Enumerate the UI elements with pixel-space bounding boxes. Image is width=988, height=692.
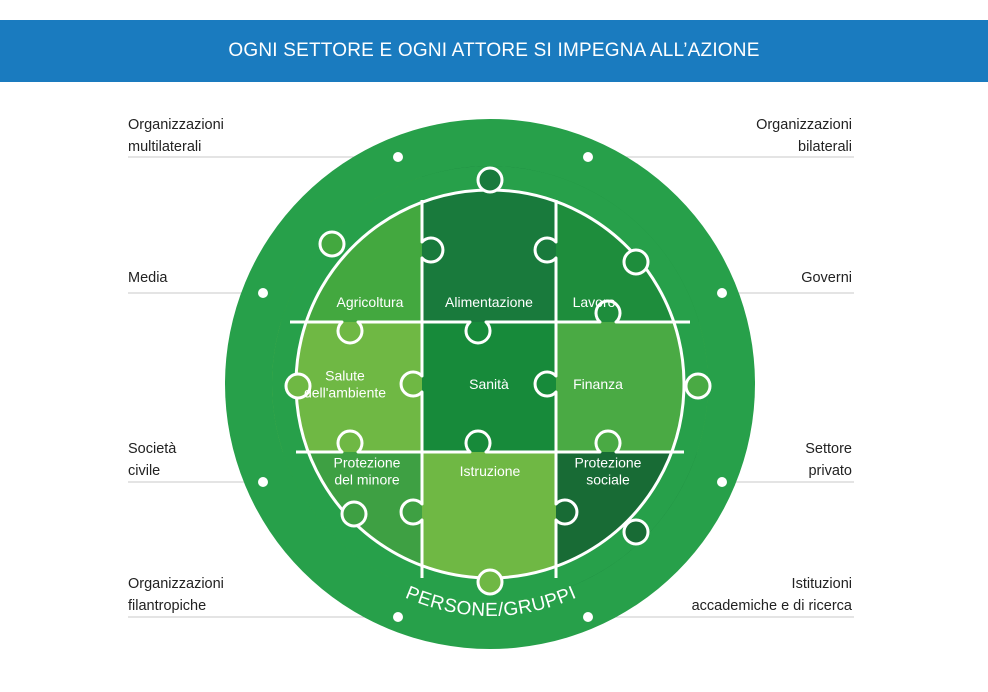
actor-label-line: privato bbox=[808, 463, 852, 479]
page-title: OGNI SETTORE E OGNI ATTORE SI IMPEGNA AL… bbox=[228, 40, 760, 61]
actor-settore-privato: Settore privato bbox=[805, 438, 852, 482]
actor-label-line: Organizzazioni bbox=[128, 117, 224, 133]
puzzle-tab bbox=[622, 518, 650, 546]
label-finanza: Finanza bbox=[573, 376, 623, 392]
label-protezione-minore: Protezione del minore bbox=[334, 455, 401, 488]
puzzle-tab bbox=[476, 568, 504, 596]
puzzle-tab bbox=[340, 500, 368, 528]
puzzle-tab bbox=[318, 230, 346, 258]
piece-sanita bbox=[422, 322, 556, 452]
piece-label-line: Sanità bbox=[469, 376, 509, 392]
actor-label-line: Organizzazioni bbox=[128, 576, 224, 592]
actor-istituzioni: Istituzioni accademiche e di ricerca bbox=[692, 573, 852, 617]
connector-lines bbox=[128, 156, 854, 618]
puzzle-line bbox=[296, 429, 684, 454]
ring-dot bbox=[583, 612, 593, 622]
actor-label-line: Istituzioni bbox=[791, 576, 852, 592]
actor-multilaterali: Organizzazioni multilaterali bbox=[128, 114, 224, 158]
puzzle-tabs bbox=[284, 166, 712, 596]
header-banner: OGNI SETTORE E OGNI ATTORE SI IMPEGNA AL… bbox=[0, 20, 988, 82]
ring-dot bbox=[393, 152, 403, 162]
actor-label-line: accademiche e di ricerca bbox=[691, 598, 852, 614]
ring-dot bbox=[393, 612, 403, 622]
actor-label-line: Settore bbox=[805, 441, 852, 457]
puzzle-tab bbox=[476, 166, 504, 194]
puzzle-line bbox=[533, 200, 579, 578]
puzzle-line bbox=[399, 200, 445, 578]
actor-label-line: Società bbox=[128, 441, 177, 457]
actor-governi: Governi bbox=[801, 267, 852, 289]
piece-label-line: Agricoltura bbox=[337, 294, 404, 310]
label-sanita: Sanità bbox=[469, 376, 509, 392]
label-istruzione: Istruzione bbox=[460, 463, 521, 479]
actor-label-line: Media bbox=[128, 270, 168, 286]
actor-bilaterali: Organizzazioni bilaterali bbox=[756, 114, 852, 158]
label-alimentazione: Alimentazione bbox=[445, 294, 533, 310]
actor-label-line: civile bbox=[128, 463, 161, 479]
label-protezione-sociale: Protezione sociale bbox=[575, 455, 642, 488]
ring-dot bbox=[717, 288, 727, 298]
actor-label-line: bilaterali bbox=[798, 139, 852, 155]
actor-label-line: filantropiche bbox=[128, 598, 207, 614]
piece-label-line: Lavoro bbox=[573, 294, 616, 310]
puzzle-line bbox=[290, 299, 690, 345]
piece-label-line: Istruzione bbox=[460, 463, 521, 479]
piece-labels: Agricoltura Alimentazione Lavoro Salute d… bbox=[304, 294, 642, 488]
piece-label-line: del minore bbox=[334, 472, 400, 488]
ring-dot bbox=[583, 152, 593, 162]
piece-label-line: Finanza bbox=[573, 376, 623, 392]
label-lavoro: Lavoro bbox=[573, 294, 616, 310]
label-agricoltura: Agricoltura bbox=[337, 294, 404, 310]
actor-label-line: Organizzazioni bbox=[756, 117, 852, 133]
puzzle-tab bbox=[284, 372, 312, 400]
label-salute-ambiente: Salute dell'ambiente bbox=[304, 368, 386, 401]
piece-label-line: dell'ambiente bbox=[304, 385, 386, 401]
piece-label-line: Alimentazione bbox=[445, 294, 533, 310]
actor-label-line: Governi bbox=[801, 270, 852, 286]
puzzle-tab bbox=[684, 372, 712, 400]
piece-label-line: sociale bbox=[586, 472, 630, 488]
puzzle-tab bbox=[622, 248, 650, 276]
ring-dot bbox=[258, 477, 268, 487]
piece-label-line: Protezione bbox=[575, 455, 642, 471]
actor-filantropiche: Organizzazioni filantropiche bbox=[128, 573, 224, 617]
ring-dot bbox=[258, 288, 268, 298]
actor-media: Media bbox=[128, 267, 168, 289]
actor-societa-civile: Società civile bbox=[128, 438, 176, 482]
piece-label-line: Salute bbox=[325, 368, 365, 384]
ring-dots bbox=[258, 152, 727, 622]
actor-label-line: multilaterali bbox=[128, 139, 202, 155]
ring-dot bbox=[717, 477, 727, 487]
piece-label-line: Protezione bbox=[334, 455, 401, 471]
